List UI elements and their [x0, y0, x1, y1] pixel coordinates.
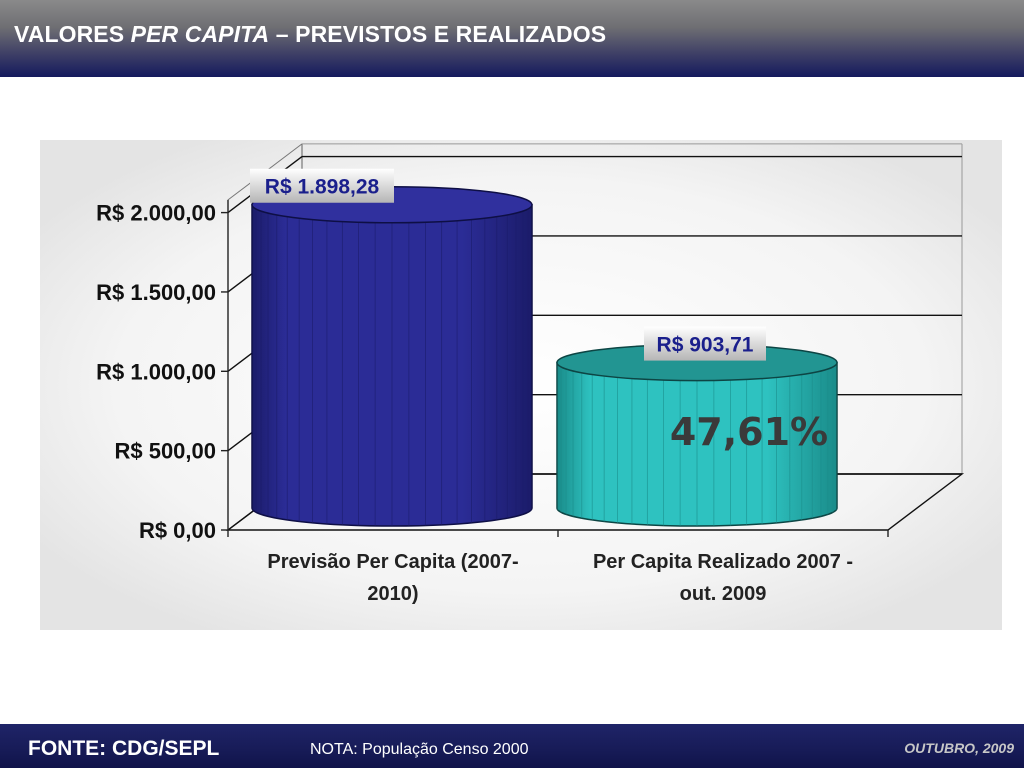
cylinder-bar-2: [556, 343, 838, 527]
x-category-label: out. 2009: [680, 583, 767, 605]
title-bar: [0, 0, 1024, 77]
title-part1: VALORES: [14, 21, 131, 47]
y-tick-label: R$ 1.000,00: [96, 359, 216, 384]
per-capita-chart: R$ 0,00 R$ 500,00 R$ 1.000,00 R$ 1.500,00 R$…: [40, 140, 1002, 630]
y-tick-label: R$ 0,00: [139, 518, 216, 543]
cylinder-bar-1: [251, 185, 533, 527]
footer-bar: [0, 724, 1024, 768]
x-category-label: Per Capita Realizado 2007 -: [593, 551, 853, 573]
page-title: VALORES PER CAPITA – PREVISTOS E REALIZA…: [14, 21, 606, 48]
y-tick-label: R$ 2.000,00: [96, 201, 216, 226]
data-label-text: R$ 1.898,28: [265, 176, 380, 199]
source-label: FONTE: CDG/SEPL: [28, 737, 220, 760]
note-label: NOTA: População Censo 2000: [310, 741, 529, 758]
data-label-text: R$ 903,71: [657, 334, 754, 357]
data-label-box: [250, 168, 394, 203]
x-category-label: Previsão Per Capita (2007-: [267, 551, 518, 573]
title-italic: PER CAPITA: [130, 21, 270, 47]
data-label-1: R$ 1.898,28: [250, 168, 394, 203]
data-label-2: R$ 903,71: [644, 326, 766, 361]
data-label-box: [644, 326, 766, 361]
x-category-label: 2010): [367, 583, 418, 605]
percentage-annotation: 47,61%: [670, 410, 828, 454]
y-tick-label: R$ 1.500,00: [96, 280, 216, 305]
date-label: OUTUBRO, 2009: [904, 740, 1014, 756]
y-tick-label: R$ 500,00: [114, 439, 216, 464]
title-part2: – PREVISTOS E REALIZADOS: [269, 21, 607, 47]
